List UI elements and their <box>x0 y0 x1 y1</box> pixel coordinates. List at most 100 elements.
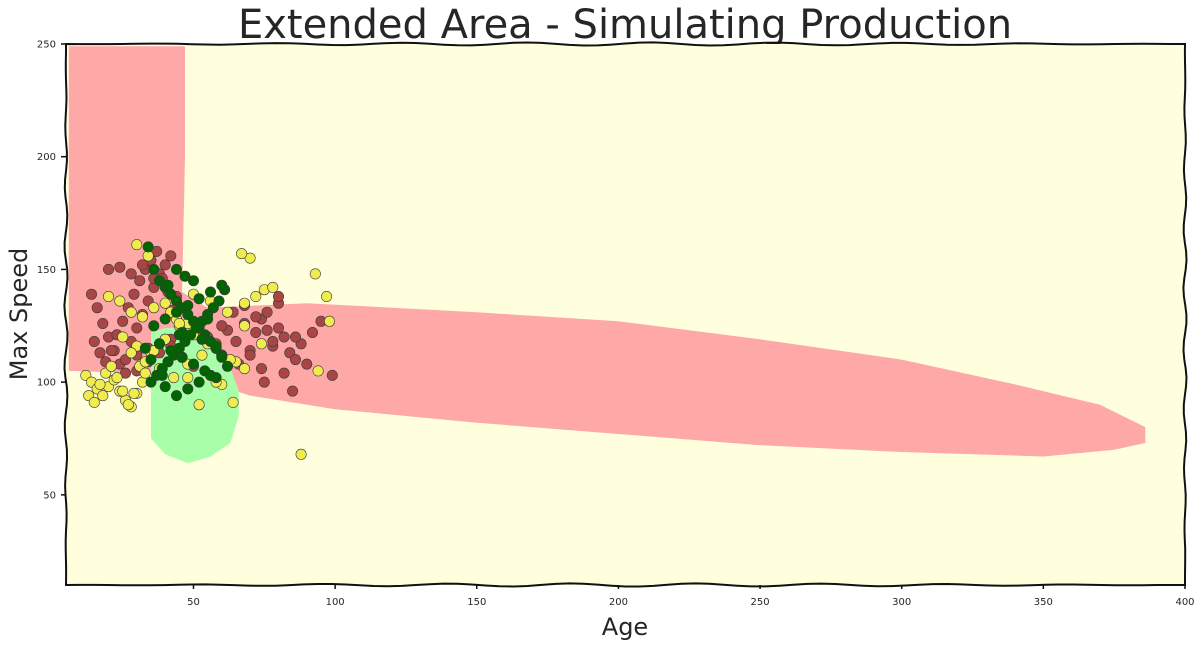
point-green <box>182 383 194 395</box>
point-yellow <box>222 306 234 318</box>
y-axis-label: Max Speed <box>5 248 33 380</box>
point-yellow <box>122 399 134 411</box>
point-yellow <box>193 399 205 411</box>
point-red <box>306 326 318 338</box>
point-yellow <box>239 297 251 309</box>
point-green <box>213 295 225 307</box>
point-green <box>162 279 174 291</box>
point-green <box>188 358 200 370</box>
point-yellow <box>94 378 106 390</box>
point-red <box>261 306 273 318</box>
point-red <box>258 376 270 388</box>
y-tick-label: 250 <box>37 40 56 51</box>
point-yellow <box>196 349 208 361</box>
x-tick-label: 350 <box>1034 597 1053 608</box>
point-green <box>156 369 168 381</box>
point-green <box>148 320 160 332</box>
x-tick-label: 150 <box>467 597 486 608</box>
point-green <box>193 376 205 388</box>
x-tick-label: 400 <box>1175 597 1194 608</box>
point-green <box>165 345 177 357</box>
x-tick-label: 100 <box>326 597 345 608</box>
point-red <box>230 335 242 347</box>
point-green <box>188 275 200 287</box>
point-green <box>171 306 183 318</box>
point-red <box>103 263 115 275</box>
point-red <box>86 288 98 300</box>
point-green <box>222 360 234 372</box>
point-green <box>159 381 171 393</box>
point-green <box>139 342 151 354</box>
x-axis-label: Age <box>602 613 648 641</box>
point-yellow <box>117 385 129 397</box>
point-red <box>326 369 338 381</box>
point-red <box>289 354 301 366</box>
point-yellow <box>128 387 140 399</box>
point-red <box>151 245 163 257</box>
point-red <box>261 324 273 336</box>
point-green <box>171 263 183 275</box>
point-yellow <box>114 295 126 307</box>
point-green <box>171 390 183 402</box>
point-green <box>210 340 222 352</box>
point-red <box>289 331 301 343</box>
point-yellow <box>239 363 251 375</box>
point-red <box>272 290 284 302</box>
point-yellow <box>103 290 115 302</box>
point-green <box>205 286 217 298</box>
point-green <box>142 241 154 253</box>
y-axis-ticks: 50 100 150 200 250 <box>37 40 66 501</box>
point-yellow <box>139 367 151 379</box>
point-green <box>196 333 208 345</box>
point-red <box>250 311 262 323</box>
point-yellow <box>227 396 239 408</box>
point-yellow <box>97 390 109 402</box>
point-yellow <box>312 365 324 377</box>
x-tick-label: 200 <box>609 597 628 608</box>
point-yellow <box>88 396 100 408</box>
data-points <box>80 239 338 460</box>
point-red <box>267 335 279 347</box>
point-red <box>278 331 290 343</box>
point-red <box>250 326 262 338</box>
point-red <box>278 367 290 379</box>
point-yellow <box>309 268 321 280</box>
point-yellow <box>255 338 267 350</box>
point-yellow <box>137 311 149 323</box>
point-yellow <box>244 252 256 264</box>
point-red <box>88 335 100 347</box>
point-green <box>176 326 188 338</box>
point-yellow <box>111 372 123 384</box>
point-red <box>97 317 109 329</box>
point-red <box>91 302 103 314</box>
point-green <box>205 369 217 381</box>
point-red <box>117 315 129 327</box>
point-green <box>145 354 157 366</box>
x-axis-ticks: 50 100 150 200 250 300 350 400 <box>187 585 1195 608</box>
point-red <box>105 345 117 357</box>
point-red <box>159 259 171 271</box>
point-red <box>244 349 256 361</box>
point-yellow <box>168 372 180 384</box>
point-yellow <box>182 372 194 384</box>
point-yellow <box>131 239 143 251</box>
y-tick-label: 100 <box>37 378 56 389</box>
x-tick-label: 300 <box>892 597 911 608</box>
point-red <box>301 358 313 370</box>
point-yellow <box>267 281 279 293</box>
y-tick-label: 50 <box>43 490 56 501</box>
point-yellow <box>159 297 171 309</box>
point-red <box>216 320 228 332</box>
chart-title: Extended Area - Simulating Production <box>238 2 1012 48</box>
y-tick-label: 150 <box>37 265 56 276</box>
point-red <box>287 385 299 397</box>
point-green <box>148 263 160 275</box>
point-red <box>131 322 143 334</box>
point-yellow <box>239 320 251 332</box>
point-red <box>255 363 267 375</box>
point-yellow <box>236 248 248 260</box>
point-yellow <box>250 290 262 302</box>
point-red <box>272 322 284 334</box>
point-red <box>134 275 146 287</box>
